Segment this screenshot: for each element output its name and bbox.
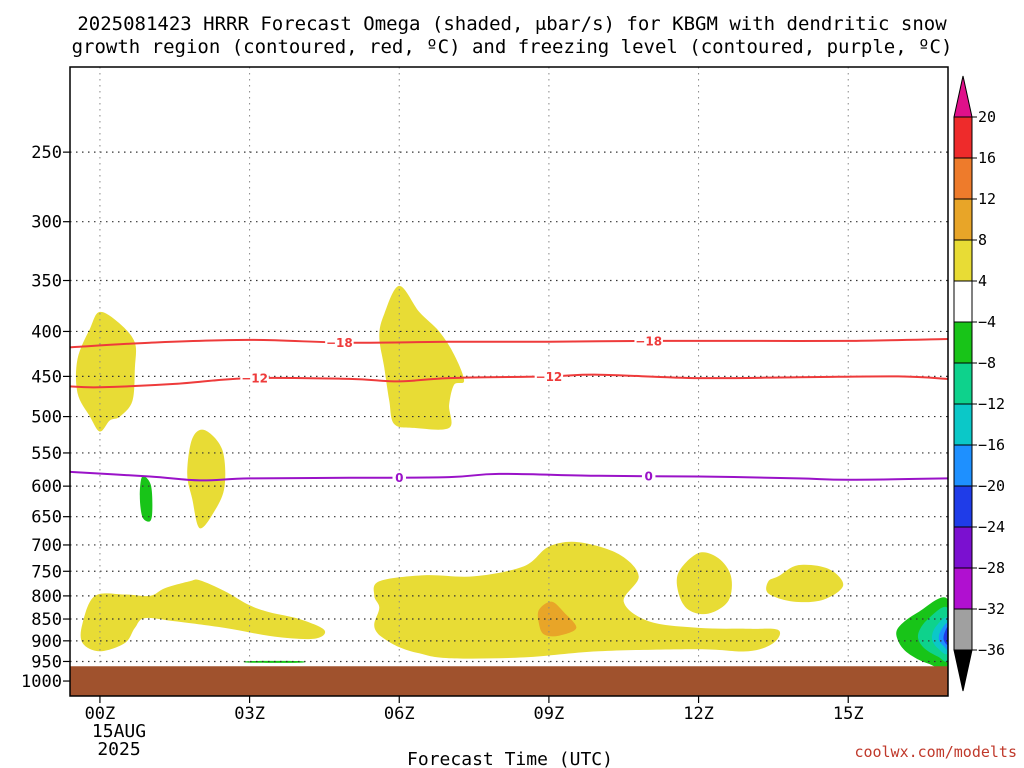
x-tick-label-12: 12Z <box>683 704 714 724</box>
contour-line-1 <box>70 373 948 389</box>
contour-label-bg-0-1 <box>634 333 663 348</box>
colorbar-label-8: −16 <box>978 436 1005 454</box>
y-tick-label-600: 600 <box>31 477 62 497</box>
colorbar: 20 16 12 8 4 −4 −8 −12 −16 −20 −24 −28 −32 −36 <box>953 75 1005 692</box>
y-tick-label-1000: 1000 <box>21 672 62 692</box>
y-tick-label-800: 800 <box>31 587 62 607</box>
colorbar-box-3 <box>953 239 973 282</box>
x-tick-label-6: 06Z <box>384 704 415 724</box>
omega-region-1 <box>379 285 465 430</box>
y-tick-label-250: 250 <box>31 143 62 163</box>
contour-label-bg-2-1 <box>641 469 656 484</box>
contour-label-2-1: 0 <box>645 470 653 484</box>
colorbar-label-4: 4 <box>978 272 987 290</box>
colorbar-label-0: 20 <box>978 108 996 126</box>
contour-label-0-1: −18 <box>635 334 662 348</box>
chart-title-line-1: 2025081423 HRRR Forecast Omega (shaded, … <box>77 13 947 35</box>
colorbar-label-7: −12 <box>978 395 1005 413</box>
x-axis-label: Forecast Time (UTC) <box>407 749 613 768</box>
ground-terrain <box>70 666 948 696</box>
colorbar-top-arrow <box>953 75 973 118</box>
y-tick-label-700: 700 <box>31 536 62 556</box>
colorbar-label-11: −28 <box>978 559 1005 577</box>
y-tick-label-500: 500 <box>31 408 62 428</box>
omega-region-5 <box>676 552 732 615</box>
colorbar-label-1: 16 <box>978 149 996 167</box>
omega-region-6 <box>766 564 844 603</box>
colorbar-box-0 <box>953 116 973 159</box>
colorbar-box-4 <box>953 280 973 323</box>
y-tick-label-300: 300 <box>31 213 62 233</box>
x-date-day: 15AUG <box>92 721 146 742</box>
colorbar-label-12: −32 <box>978 600 1005 618</box>
omega-region-8 <box>139 476 153 522</box>
y-tick-label-950: 950 <box>31 652 62 672</box>
x-tick-label-9: 09Z <box>534 704 565 724</box>
x-tick-label-0: 00Z <box>85 704 116 724</box>
y-tick-label-850: 850 <box>31 610 62 630</box>
colorbar-label-5: −4 <box>978 313 996 331</box>
omega-region-2 <box>187 429 226 529</box>
y-tick-label-750: 750 <box>31 562 62 582</box>
contour-label-bg-0-0 <box>325 335 354 350</box>
colorbar-label-10: −24 <box>978 518 1005 536</box>
contour-line-2 <box>70 470 948 482</box>
y-tick-label-400: 400 <box>31 322 62 342</box>
contour-line-0 <box>70 338 948 349</box>
contour-label-1-0: −12 <box>241 372 268 386</box>
contour-label-bg-1-0 <box>240 371 269 386</box>
contour-label-bg-1-1 <box>534 369 564 384</box>
y-tick-label-550: 550 <box>31 444 62 464</box>
colorbar-box-11 <box>953 567 973 610</box>
colorbar-box-6 <box>953 362 973 405</box>
omega-region-3 <box>80 579 326 652</box>
colorbar-label-3: 8 <box>978 231 987 249</box>
contour-label-1-1: −12 <box>536 370 563 384</box>
colorbar-label-6: −8 <box>978 354 996 372</box>
colorbar-box-5 <box>953 321 973 364</box>
y-tick-label-900: 900 <box>31 632 62 652</box>
colorbar-box-1 <box>953 157 973 200</box>
colorbar-box-7 <box>953 403 973 446</box>
colorbar-box-10 <box>953 526 973 569</box>
colorbar-label-9: −20 <box>978 477 1005 495</box>
contour-label-2-0: 0 <box>395 471 403 485</box>
contour-label-bg-2-0 <box>392 470 406 485</box>
y-tick-label-350: 350 <box>31 272 62 292</box>
colorbar-box-9 <box>953 485 973 528</box>
x-date-year: 2025 <box>97 739 140 760</box>
y-tick-label-450: 450 <box>31 367 62 387</box>
chart-title-line-2: growth region (contoured, red, ºC) and f… <box>72 36 953 58</box>
colorbar-box-2 <box>953 198 973 241</box>
omega-region-0 <box>75 311 137 432</box>
omega-region-4 <box>373 541 781 659</box>
colorbar-box-12 <box>953 608 973 651</box>
x-tick-label-15: 15Z <box>833 704 864 724</box>
plot-frame <box>69 66 949 697</box>
colorbar-bottom-arrow <box>953 649 973 692</box>
colorbar-label-2: 12 <box>978 190 996 208</box>
y-tick-label-650: 650 <box>31 508 62 528</box>
credit-text: coolwx.com/modelts <box>854 743 1017 761</box>
colorbar-box-8 <box>953 444 973 487</box>
contour-label-0-0: −18 <box>326 336 353 350</box>
colorbar-label-13: −36 <box>978 641 1005 659</box>
x-tick-label-3: 03Z <box>234 704 265 724</box>
